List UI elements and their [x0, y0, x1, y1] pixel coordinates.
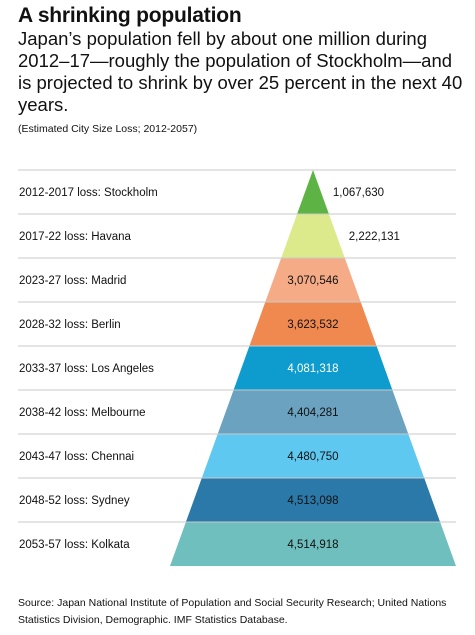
pyramid-band [185, 478, 441, 522]
value-label: 4,404,281 [287, 407, 338, 419]
pyramid-band [201, 434, 425, 478]
pyramid-chart: 2012-2017 loss: Stockholm 2017-22 loss: H… [18, 169, 456, 566]
value-label: 4,480,750 [287, 451, 338, 463]
category-label: 2053-57 loss: Kolkata [19, 539, 130, 551]
value-label: 4,514,918 [287, 539, 338, 551]
category-label: 2048-52 loss: Sydney [19, 495, 130, 507]
chart-note: (Estimated City Size Loss; 2012-2057) [18, 123, 198, 135]
chart-title: A shrinking population [18, 4, 242, 27]
value-label: 2,222,131 [349, 231, 400, 243]
value-label: 3,623,532 [287, 319, 338, 331]
pyramid-band [217, 390, 409, 434]
pyramid-band [170, 522, 456, 566]
category-label: 2023-27 loss: Madrid [19, 275, 126, 287]
value-label: 3,070,546 [287, 275, 338, 287]
pyramid-band [297, 170, 329, 214]
category-label: 2017-22 loss: Havana [19, 231, 131, 243]
category-label: 2038-42 loss: Melbourne [19, 407, 146, 419]
source-note: Source: Japan National Institute of Popu… [18, 597, 447, 626]
pyramid-band [249, 302, 377, 346]
pyramid-band [265, 258, 361, 302]
category-label: 2028-32 loss: Berlin [19, 319, 121, 331]
value-label: 1,067,630 [333, 187, 384, 199]
category-label: 2012-2017 loss: Stockholm [19, 187, 158, 199]
pyramid-band [233, 346, 393, 390]
pyramid-band [281, 214, 345, 258]
value-label: 4,513,098 [287, 495, 338, 507]
category-label: 2033-37 loss: Los Angeles [19, 363, 154, 375]
category-label: 2043-47 loss: Chennai [19, 451, 134, 463]
chart-subtitle: Japan’s population fell by about one mil… [18, 28, 463, 115]
value-label: 4,081,318 [287, 363, 338, 375]
